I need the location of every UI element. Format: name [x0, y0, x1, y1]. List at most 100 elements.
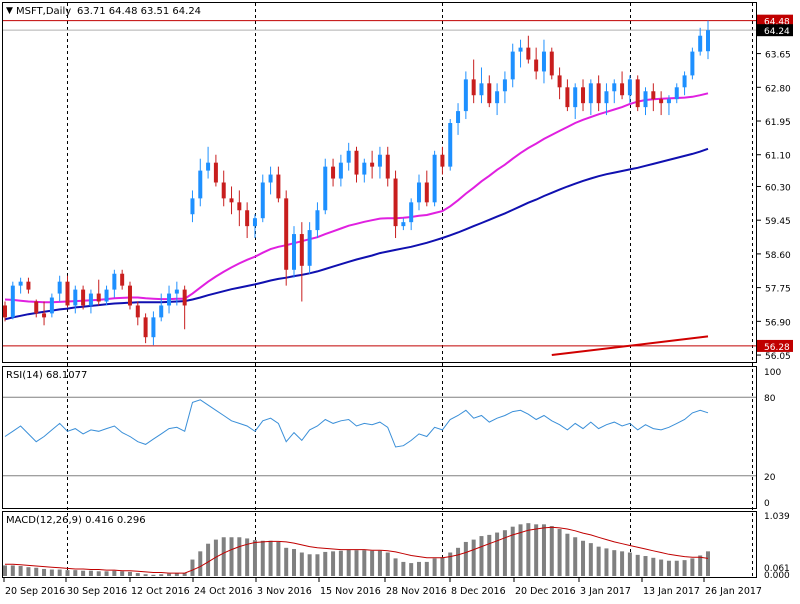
candle-body [409, 202, 414, 223]
macd-histogram-bar [268, 540, 273, 576]
price-axis-label: 56.05 [765, 352, 791, 362]
candle-body [651, 91, 656, 100]
last-price-tag-bg [757, 24, 793, 37]
candle-body [471, 79, 476, 96]
macd-histogram-bar [81, 570, 86, 576]
macd-histogram-bar [276, 541, 281, 576]
rsi-indicator [3, 396, 756, 477]
date-axis-label: 26 Jan 2017 [705, 586, 762, 597]
candle-body [588, 83, 593, 104]
date-axis-label: 3 Jan 2017 [580, 586, 631, 597]
macd-histogram-bar [245, 538, 250, 576]
candle-body [213, 162, 218, 183]
candle-body [229, 198, 234, 203]
candle-body [26, 281, 31, 290]
candle-body [370, 162, 375, 167]
macd-histogram-bar [409, 563, 414, 576]
macd-histogram-bar [252, 540, 257, 576]
macd-signal-line [5, 526, 709, 574]
horizontal-price-lines [3, 20, 756, 347]
candle-body [276, 174, 281, 199]
candle-body [245, 210, 250, 227]
macd-indicator [3, 523, 710, 576]
price-axis-label: 61.95 [765, 118, 791, 128]
macd-histogram-bar [284, 547, 289, 576]
candle-body [237, 202, 242, 211]
price-axis-label: 57.75 [765, 285, 791, 295]
macd-histogram-bar [456, 547, 461, 576]
candle-body [635, 79, 640, 108]
macd-histogram-bar [143, 574, 148, 576]
macd-histogram-bar [377, 550, 382, 576]
candle-body [706, 30, 710, 52]
candle-body [174, 289, 179, 294]
macd-histogram-bar [3, 565, 7, 576]
low-price-tag: 56.28 [764, 343, 790, 353]
macd-histogram-bar [299, 552, 304, 576]
price-axis-label: 63.65 [765, 51, 791, 61]
price-axis-label: 59.45 [765, 217, 791, 227]
candle-body [206, 162, 211, 171]
candle-body [299, 234, 304, 266]
candle-body [268, 174, 273, 183]
candle-body [612, 83, 617, 92]
macd-histogram-bar [18, 566, 23, 576]
macd-histogram-bar [666, 560, 671, 576]
macd-histogram-bar [151, 574, 156, 576]
candle-body [682, 75, 687, 88]
macd-histogram-bar [401, 561, 406, 576]
price-axis-label: 60.30 [765, 183, 791, 193]
macd-histogram-bar [643, 556, 648, 576]
macd-histogram-bar [659, 559, 664, 576]
ma-slow-line [551, 335, 709, 357]
candle-body [541, 51, 546, 72]
candle-body [690, 51, 695, 76]
macd-histogram-bar [502, 530, 507, 576]
macd-histogram-bar [362, 550, 367, 576]
macd-histogram-bar [34, 567, 39, 576]
price-axis-label: 62.80 [765, 84, 791, 94]
candle-body [565, 87, 570, 108]
macd-histogram-bar [518, 524, 523, 576]
candle-body [666, 99, 671, 104]
macd-histogram-bar [135, 573, 140, 576]
macd-histogram-bar [112, 570, 117, 576]
candle-body [487, 83, 492, 104]
candle-body [18, 281, 23, 286]
macd-histogram-bar [620, 551, 625, 576]
macd-histogram-bar [612, 550, 617, 576]
price-axis-label: 58.60 [765, 251, 791, 261]
candle-body [331, 166, 336, 179]
candles [3, 20, 710, 346]
candle-body [307, 230, 312, 266]
macd-histogram-bar [448, 552, 453, 576]
candle-body [385, 154, 390, 179]
macd-histogram-bar [393, 558, 398, 576]
date-axis-label: 3 Nov 2016 [257, 586, 312, 597]
candle-body [416, 182, 421, 203]
candle-body [346, 150, 351, 163]
macd-histogram-bar [159, 574, 164, 576]
macd-histogram-bar [487, 534, 492, 576]
candle-body [81, 289, 86, 306]
candle-body [510, 51, 515, 80]
candle-body [549, 51, 554, 76]
low-price-tag-bg [757, 339, 793, 352]
macd-histogram-bar [73, 570, 78, 576]
macd-histogram-bar [120, 571, 125, 576]
high-price-tag-bg [757, 14, 793, 27]
ma-mid-line [4, 147, 709, 321]
candle-body [49, 297, 54, 314]
macd-histogram-bar [104, 571, 109, 576]
macd-histogram-bar [127, 571, 132, 576]
candle-body [323, 166, 328, 211]
macd-histogram-bar [588, 543, 593, 576]
rsi-axis-label: 100 [764, 368, 781, 378]
candle-body [292, 234, 297, 270]
macd-histogram-bar [346, 549, 351, 576]
candle-body [534, 59, 539, 72]
macd-histogram-bar [292, 548, 297, 576]
axis-labels: 63.65 62.80 61.95 61.10 60.30 59.45 58.60 57.75… [3, 14, 793, 597]
macd-histogram-bar [682, 560, 687, 576]
